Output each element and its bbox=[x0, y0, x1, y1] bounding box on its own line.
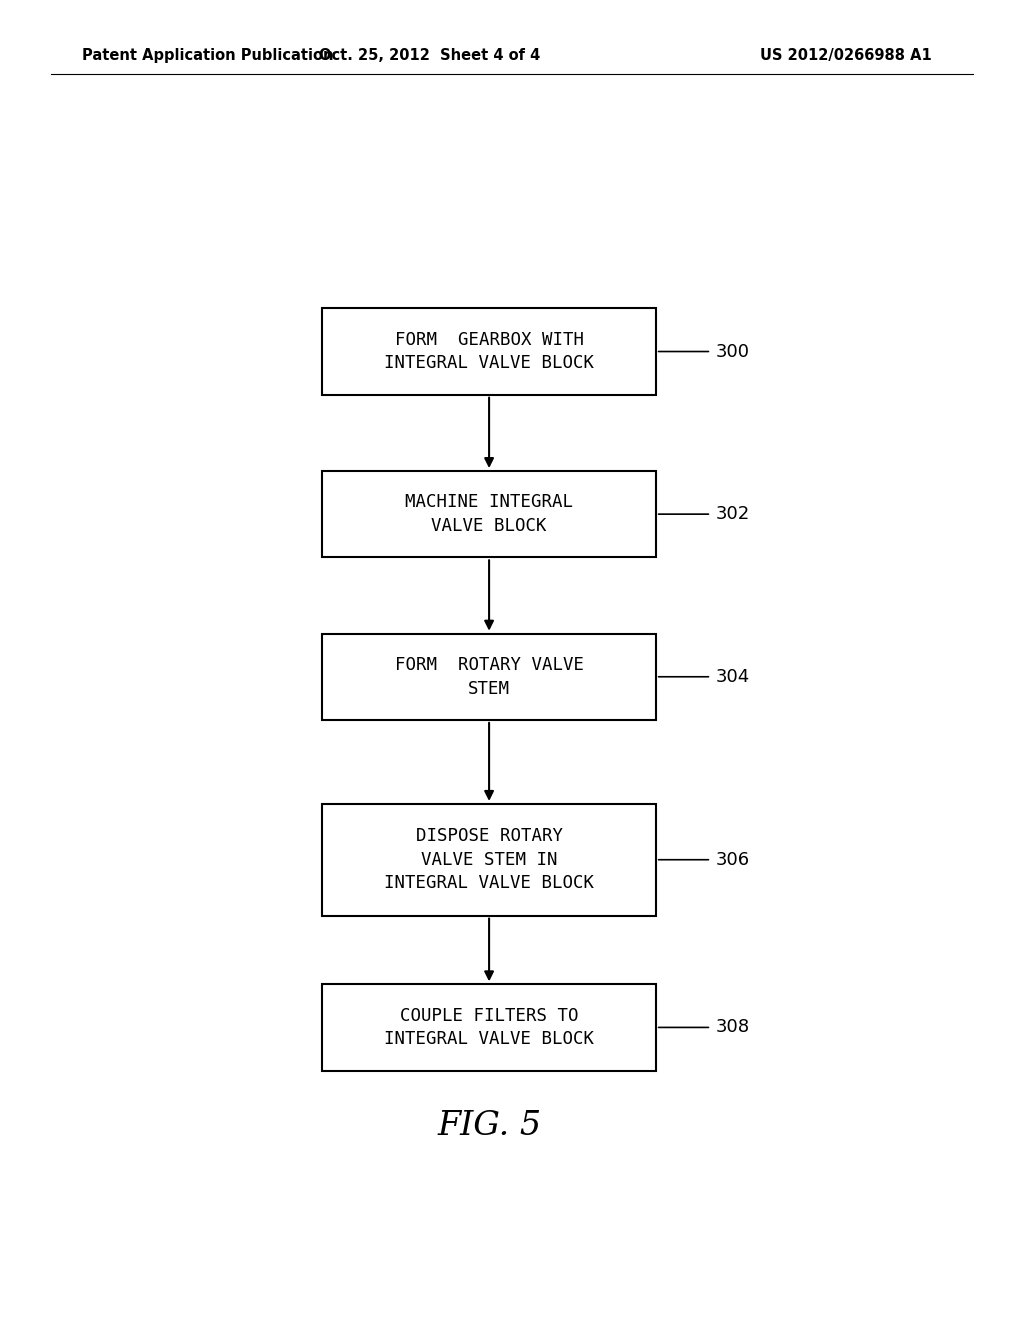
Text: 308: 308 bbox=[715, 1019, 750, 1036]
Bar bbox=[323, 634, 655, 719]
Text: MACHINE INTEGRAL
VALVE BLOCK: MACHINE INTEGRAL VALVE BLOCK bbox=[406, 494, 573, 535]
Bar bbox=[323, 309, 655, 395]
Bar bbox=[323, 471, 655, 557]
Bar bbox=[323, 804, 655, 916]
Text: Patent Application Publication: Patent Application Publication bbox=[82, 48, 334, 63]
Text: US 2012/0266988 A1: US 2012/0266988 A1 bbox=[760, 48, 932, 63]
Text: 304: 304 bbox=[715, 668, 750, 686]
Bar bbox=[323, 985, 655, 1071]
Text: Oct. 25, 2012  Sheet 4 of 4: Oct. 25, 2012 Sheet 4 of 4 bbox=[319, 48, 541, 63]
Text: 306: 306 bbox=[715, 850, 750, 869]
Text: FORM  GEARBOX WITH
INTEGRAL VALVE BLOCK: FORM GEARBOX WITH INTEGRAL VALVE BLOCK bbox=[384, 331, 594, 372]
Text: 300: 300 bbox=[715, 342, 750, 360]
Text: 302: 302 bbox=[715, 506, 750, 523]
Text: FORM  ROTARY VALVE
STEM: FORM ROTARY VALVE STEM bbox=[394, 656, 584, 697]
Text: DISPOSE ROTARY
VALVE STEM IN
INTEGRAL VALVE BLOCK: DISPOSE ROTARY VALVE STEM IN INTEGRAL VA… bbox=[384, 828, 594, 892]
Text: COUPLE FILTERS TO
INTEGRAL VALVE BLOCK: COUPLE FILTERS TO INTEGRAL VALVE BLOCK bbox=[384, 1007, 594, 1048]
Text: FIG. 5: FIG. 5 bbox=[437, 1110, 541, 1142]
